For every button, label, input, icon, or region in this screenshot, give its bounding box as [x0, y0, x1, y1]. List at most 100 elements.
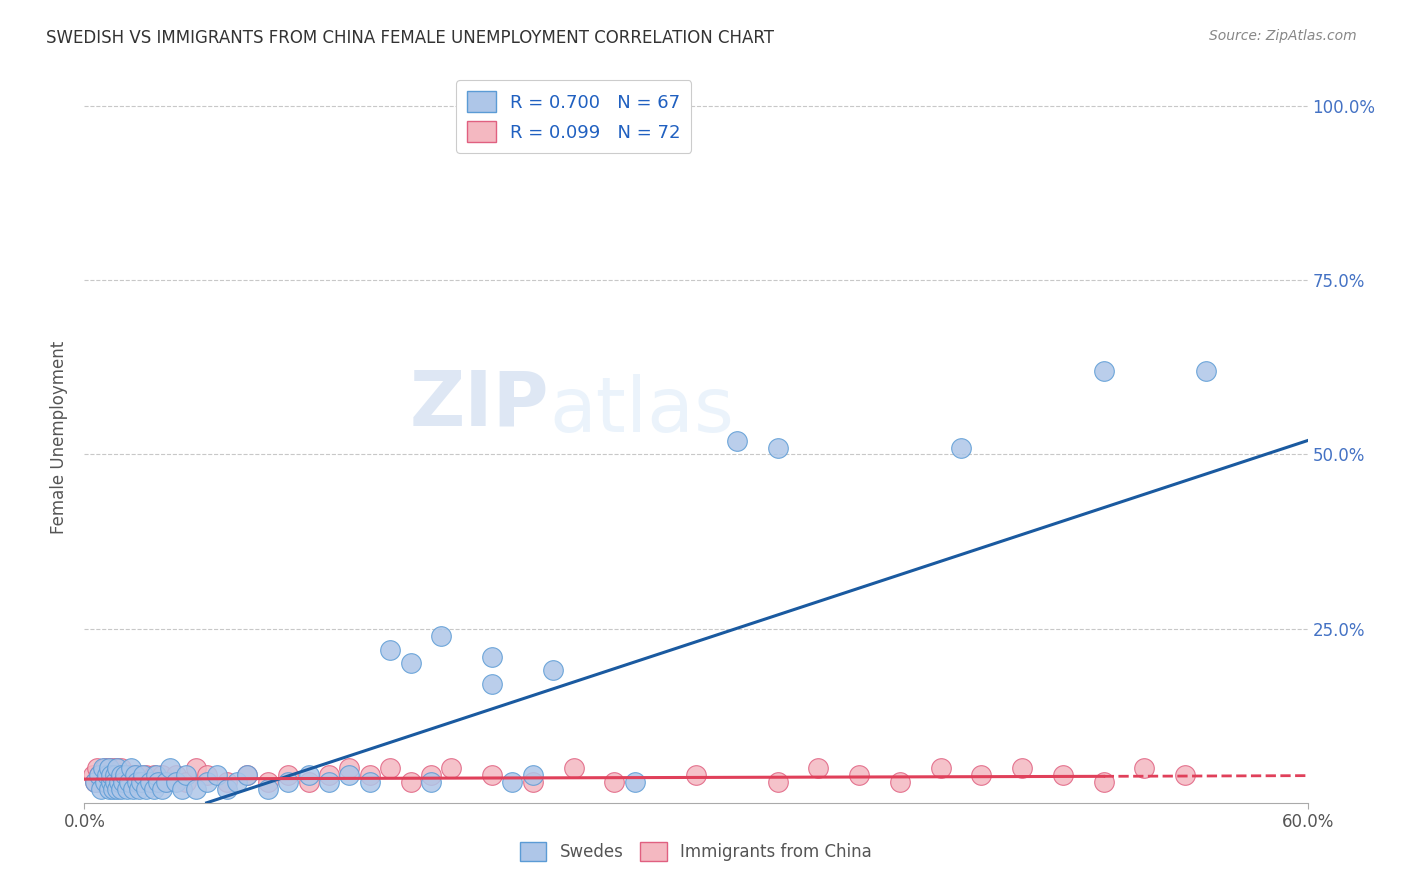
Point — [380, 642, 402, 657]
Point — [91, 768, 114, 782]
Point — [481, 649, 503, 664]
Point — [82, 768, 104, 782]
Point — [420, 775, 443, 789]
Point — [131, 775, 153, 789]
Point — [380, 761, 402, 775]
Point — [115, 781, 138, 796]
Point — [120, 761, 142, 775]
Point — [1011, 761, 1033, 775]
Point — [277, 775, 299, 789]
Point — [1092, 775, 1115, 789]
Point — [131, 775, 153, 789]
Point — [146, 775, 169, 789]
Point — [1133, 761, 1156, 775]
Point — [159, 761, 181, 775]
Point — [339, 761, 361, 775]
Point — [112, 768, 135, 782]
Point — [110, 761, 132, 775]
Point — [339, 768, 361, 782]
Point — [93, 761, 115, 775]
Point — [359, 775, 381, 789]
Point — [105, 761, 128, 775]
Point — [96, 775, 118, 789]
Point — [603, 775, 626, 789]
Point — [142, 781, 165, 796]
Point — [1195, 364, 1218, 378]
Point — [105, 781, 128, 796]
Point — [950, 441, 973, 455]
Point — [807, 761, 830, 775]
Point — [100, 775, 122, 789]
Point — [100, 768, 122, 782]
Point — [318, 768, 340, 782]
Point — [298, 775, 321, 789]
Point — [522, 775, 544, 789]
Point — [101, 761, 124, 775]
Point — [399, 657, 422, 671]
Point — [86, 761, 108, 775]
Point — [236, 768, 259, 782]
Point — [100, 775, 122, 789]
Point — [440, 761, 463, 775]
Point — [90, 775, 112, 789]
Text: Source: ZipAtlas.com: Source: ZipAtlas.com — [1209, 29, 1357, 43]
Point — [120, 768, 142, 782]
Point — [186, 781, 208, 796]
Point — [195, 775, 218, 789]
Point — [93, 775, 115, 789]
Point — [481, 768, 503, 782]
Point — [359, 768, 381, 782]
Point — [155, 775, 177, 789]
Point — [889, 775, 911, 789]
Point — [145, 768, 167, 782]
Point — [174, 775, 197, 789]
Point — [150, 768, 173, 782]
Point — [110, 768, 132, 782]
Point — [132, 768, 155, 782]
Point — [100, 768, 122, 782]
Point — [685, 768, 707, 782]
Point — [543, 664, 565, 678]
Point — [114, 775, 136, 789]
Point — [1092, 364, 1115, 378]
Point — [105, 775, 128, 789]
Point — [122, 781, 145, 796]
Point — [127, 775, 149, 789]
Point — [93, 775, 115, 789]
Legend: Swedes, Immigrants from China: Swedes, Immigrants from China — [513, 835, 879, 868]
Point — [624, 775, 647, 789]
Point — [725, 434, 748, 448]
Point — [108, 775, 131, 789]
Point — [138, 775, 160, 789]
Y-axis label: Female Unemployment: Female Unemployment — [51, 341, 69, 533]
Point — [110, 781, 132, 796]
Point — [195, 768, 218, 782]
Point — [766, 441, 789, 455]
Text: atlas: atlas — [550, 375, 734, 449]
Point — [522, 768, 544, 782]
Point — [122, 775, 145, 789]
Point — [97, 761, 120, 775]
Point — [91, 761, 114, 775]
Point — [257, 775, 280, 789]
Point — [97, 775, 120, 789]
Point — [970, 768, 993, 782]
Point — [226, 775, 249, 789]
Point — [124, 768, 146, 782]
Point — [87, 768, 110, 782]
Point — [150, 781, 173, 796]
Point — [298, 768, 321, 782]
Point — [318, 775, 340, 789]
Point — [114, 768, 136, 782]
Point — [87, 768, 110, 782]
Text: ZIP: ZIP — [409, 368, 550, 442]
Point — [138, 775, 160, 789]
Point — [929, 761, 952, 775]
Point — [115, 768, 138, 782]
Point — [205, 768, 228, 782]
Point — [562, 761, 585, 775]
Point — [118, 775, 141, 789]
Point — [108, 775, 131, 789]
Point — [172, 781, 194, 796]
Point — [124, 768, 146, 782]
